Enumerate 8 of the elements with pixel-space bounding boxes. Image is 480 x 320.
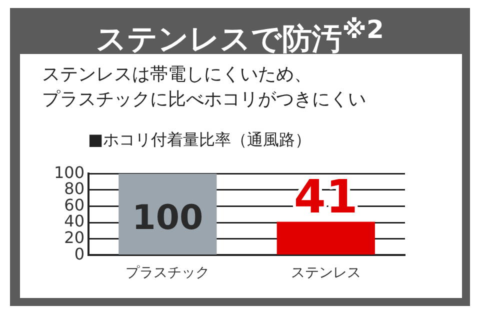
y-axis-title: ■ホコリ付着量比率（通風路） — [88, 130, 312, 151]
chart-subtitle: ステンレスは帯電しにくいため、プラスチックに比べホコリがつきにくい — [42, 63, 366, 112]
chart-title: ステンレスで防汚$^{※2}$ — [95, 14, 385, 59]
x-tick-label: プラスチック — [126, 265, 210, 282]
data-label: 100 — [132, 198, 204, 238]
y-tick-label: 100 — [54, 162, 85, 182]
y-tick-label: 40 — [64, 212, 85, 231]
x-tick-label: ステンレス — [290, 265, 361, 282]
